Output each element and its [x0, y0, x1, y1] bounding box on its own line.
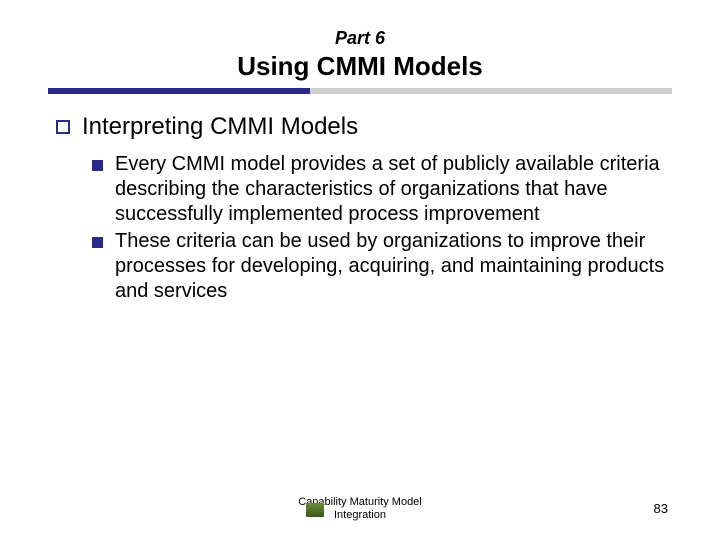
level2-text: These criteria can be used by organizati… — [115, 229, 672, 304]
content-area: Interpreting CMMI Models Every CMMI mode… — [48, 112, 672, 304]
list-item-level1: Interpreting CMMI Models — [56, 112, 672, 142]
slide-footer: Capability Maturity Model Integration — [0, 496, 720, 522]
square-fill-icon — [92, 160, 103, 171]
part-label: Part 6 — [48, 28, 672, 49]
list-item-level2: Every CMMI model provides a set of publi… — [92, 152, 672, 227]
footer-center: Capability Maturity Model Integration — [298, 496, 422, 522]
level2-text: Every CMMI model provides a set of publi… — [115, 152, 672, 227]
square-outline-icon — [56, 120, 70, 134]
logo-icon — [306, 503, 324, 517]
level1-text: Interpreting CMMI Models — [82, 112, 358, 142]
title-divider — [48, 88, 672, 94]
square-fill-icon — [92, 237, 103, 248]
footer-logo — [306, 503, 324, 517]
level2-group: Every CMMI model provides a set of publi… — [56, 152, 672, 304]
divider-accent — [48, 88, 310, 94]
slide-header: Part 6 Using CMMI Models — [48, 28, 672, 82]
main-title: Using CMMI Models — [48, 51, 672, 82]
page-number: 83 — [654, 501, 668, 516]
footer-line2: Integration — [334, 509, 386, 521]
slide: Part 6 Using CMMI Models Interpreting CM… — [0, 0, 720, 540]
list-item-level2: These criteria can be used by organizati… — [92, 229, 672, 304]
